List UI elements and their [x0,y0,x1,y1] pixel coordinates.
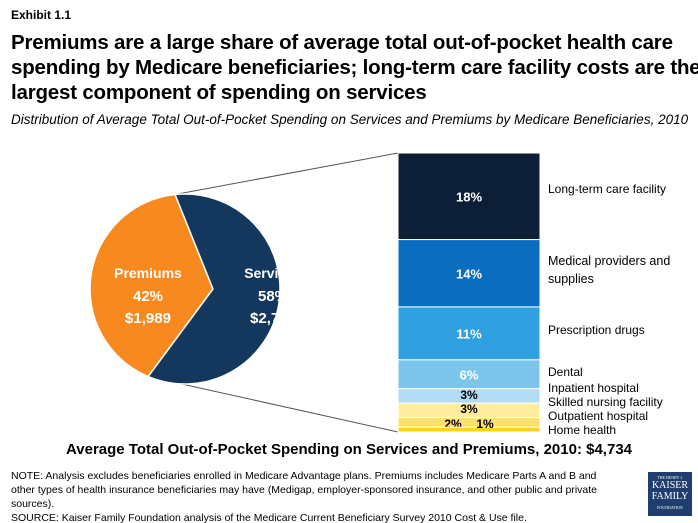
bar-data-label: 3% [460,402,478,416]
kff-logo: THE HENRY J. KAISER FAMILY FOUNDATION [648,472,692,516]
bar-category-label: Medical providers and [548,254,670,268]
connector-line [148,376,399,433]
chart-subtitle: Distribution of Average Total Out-of-Poc… [11,112,689,127]
bar-segment [397,417,541,428]
bar-category-label: Inpatient hospital [548,381,639,395]
total-spending-title: Average Total Out-of-Pocket Spending on … [65,441,632,458]
bar-category-label: Skilled nursing facility [548,395,663,409]
logo-text: KAISER [651,480,689,491]
logo-text: FOUNDATION [657,505,683,510]
bar-segment [397,426,541,433]
pie-percent-premiums: 42% [133,288,163,305]
bar-data-label: 3% [460,388,478,402]
bar-data-label: 6% [460,367,479,382]
pie-slice-premiums [89,193,214,378]
source-text: SOURCE: Kaiser Family Foundation analysi… [11,512,527,523]
bar-segment [397,306,541,361]
connector-line [174,152,399,196]
logo-text: FAMILY [651,491,689,502]
pie-slice-services [147,193,281,385]
bar-segment [397,359,541,390]
bar-data-label: 18% [456,189,482,204]
pie-amount-services: $2,744 [250,310,297,327]
bar-category-label: Dental [548,365,583,379]
bar-category-label: supplies [548,272,594,286]
pie-percent-services: 58% [258,288,288,305]
footnote: NOTE: Analysis excludes beneficiaries en… [11,469,601,523]
bar-category-label: Prescription drugs [548,323,645,337]
bar-segment [397,239,541,308]
pie-label-premiums: Premiums [114,265,182,281]
logo-text: THE HENRY J. [657,475,683,480]
bar-category-label: Long-term care facility [548,182,666,196]
exhibit-label: Exhibit 1.1 [11,8,72,22]
bar-data-label: 14% [456,266,482,281]
bar-data-label: 1% [476,417,494,431]
pie-label-services: Services [244,265,302,281]
pie-amount-premiums: $1,989 [125,310,171,327]
bar-category-label: Home health [548,423,616,437]
bar-category-label: Outpatient hospital [548,409,648,423]
bar-segment [397,152,541,241]
bar-data-label: 11% [456,326,482,341]
note-text: NOTE: Analysis excludes beneficiaries en… [11,470,598,510]
chart-title: Premiums are a large share of average to… [11,31,698,104]
